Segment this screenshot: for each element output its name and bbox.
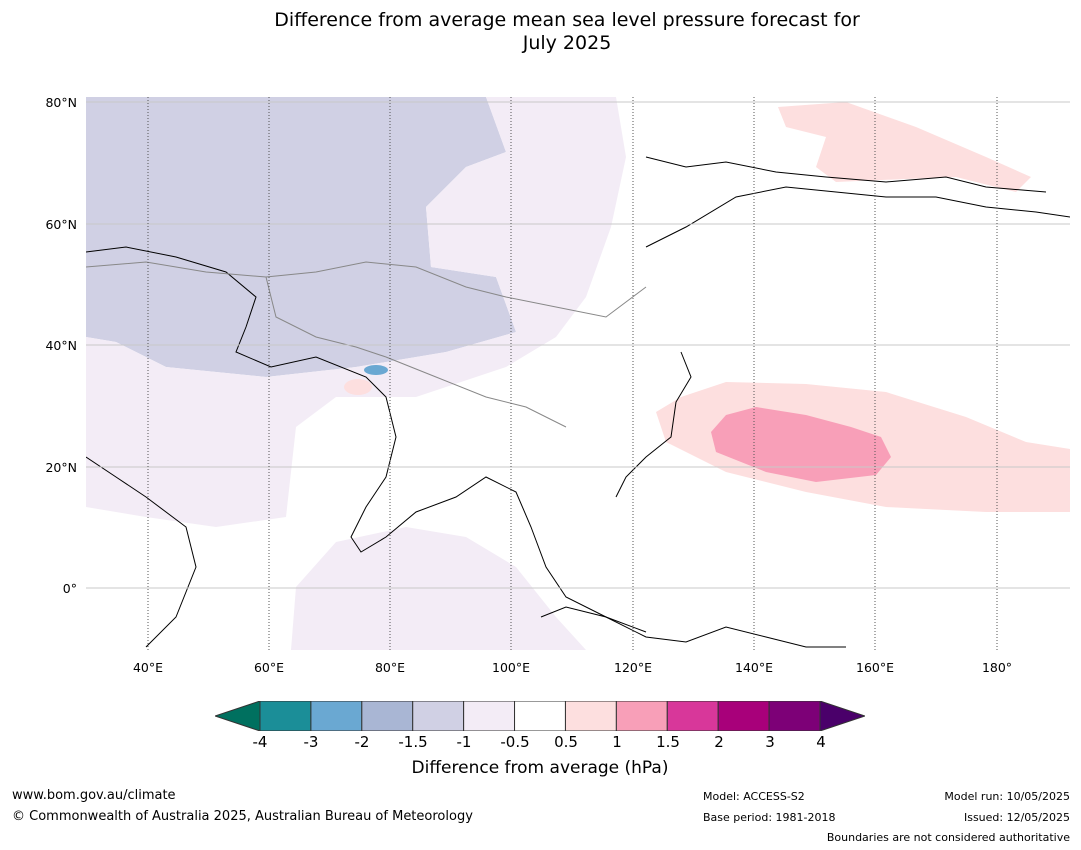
lat-label-60n: 60°N [45, 217, 77, 232]
lon-label-180: 180° [981, 660, 1013, 675]
lon-label-160e: 160°E [855, 660, 895, 675]
latitude-gridlines [86, 101, 1070, 589]
title-line-2: July 2025 [522, 32, 612, 54]
lat-label-40n: 40°N [45, 338, 77, 353]
colorbar-tick: -0.5 [500, 733, 530, 751]
anomaly-region-pink-northeast [778, 102, 1031, 192]
colorbar-tick: -2 [354, 733, 370, 751]
colorbar-bin [412, 701, 465, 731]
footer-disclaimer: Boundaries are not considered authoritat… [826, 831, 1070, 844]
colorbar-bin [615, 701, 668, 731]
anomaly-region-pink-small [344, 379, 372, 395]
footer-copyright: © Commonwealth of Australia 2025, Austra… [12, 809, 473, 824]
colorbar-bin [717, 701, 770, 731]
colorbar-bin [310, 701, 363, 731]
lon-label-140e: 140°E [734, 660, 774, 675]
colorbar-tick: 3 [765, 733, 775, 751]
colorbar-tick: 4 [816, 733, 826, 751]
colorbar-tick: -4 [252, 733, 268, 751]
map-title: Difference from average mean sea level p… [0, 9, 1081, 55]
anomaly-region-blue [364, 365, 388, 375]
lat-label-equator: 0° [62, 581, 77, 596]
footer-model-run: Model run: 10/05/2025 [944, 790, 1070, 803]
colorbar-tick: -3 [303, 733, 319, 751]
longitude-gridlines [147, 97, 998, 650]
colorbar-tick: -1 [456, 733, 472, 751]
map-canvas [86, 97, 1070, 650]
footer-model: Model: ACCESS-S2 [703, 790, 805, 803]
colorbar-bin [463, 701, 516, 731]
colorbar-tick: -1.5 [398, 733, 428, 751]
colorbar-tick: 0.5 [554, 733, 578, 751]
footer-url[interactable]: www.bom.gov.au/climate [12, 788, 176, 803]
title-line-1: Difference from average mean sea level p… [274, 9, 860, 31]
footer-issued: Issued: 12/05/2025 [963, 811, 1070, 824]
lat-label-80n: 80°N [45, 95, 77, 110]
anomaly-region-rose [711, 407, 891, 482]
country-borders [86, 261, 647, 428]
pressure-anomaly-map [86, 97, 1070, 650]
anomaly-region-lilac [86, 97, 626, 527]
colorbar-tick: 2 [714, 733, 724, 751]
colorbar-extend-high [819, 701, 865, 731]
colorbar-bin [514, 701, 566, 731]
colorbar-bins [259, 701, 821, 731]
colorbar-extend-low [215, 701, 261, 731]
lat-label-20n: 20°N [45, 460, 77, 475]
colorbar-label: Difference from average (hPa) [411, 758, 669, 778]
coastlines [86, 156, 1070, 648]
lon-label-80e: 80°E [374, 660, 406, 675]
colorbar-bin [361, 701, 414, 731]
lon-label-120e: 120°E [613, 660, 653, 675]
colorbar [215, 701, 865, 731]
anomaly-region-lavender [86, 97, 516, 377]
lon-label-60e: 60°E [253, 660, 285, 675]
colorbar-tick: 1 [612, 733, 622, 751]
colorbar-bin [768, 701, 821, 731]
colorbar-bin [666, 701, 719, 731]
colorbar-bin [259, 701, 312, 731]
lon-label-40e: 40°E [132, 660, 164, 675]
colorbar-tick: 1.5 [656, 733, 680, 751]
colorbar-bin [564, 701, 617, 731]
footer-base-period: Base period: 1981-2018 [703, 811, 836, 824]
lon-label-100e: 100°E [491, 660, 531, 675]
